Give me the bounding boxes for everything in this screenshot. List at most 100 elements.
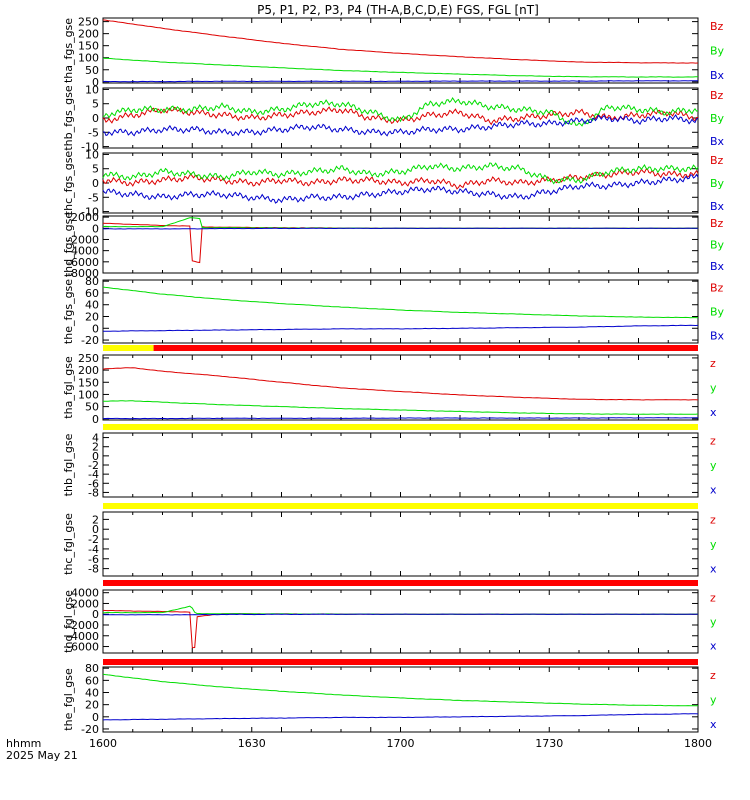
legend-Bz: Bz [710,154,724,167]
y-tick-label: 100 [78,388,99,401]
y-tick-label: 4 [92,432,99,445]
y-tick-label: 5 [92,98,99,111]
y-tick-label: 150 [78,376,99,389]
y-tick-label: 0 [92,222,99,235]
x-corner-label-date: 2025 May 21 [6,749,78,762]
series-line-By [102,57,698,78]
y-tick-label: -2000 [67,619,99,632]
y-tick-label: 0 [92,523,99,536]
legend-y: y [710,382,717,395]
legend-z: z [710,435,716,448]
legend-x: x [710,718,717,731]
series-line-y [102,400,699,415]
panel-thc-fgl-gse: 20-2-4-6-8 thc_fgl_gse zyx [62,511,717,577]
y-tick-label: 2000 [71,597,99,610]
y-tick-label: -6000 [67,641,99,654]
y-tick-label: 2 [92,441,99,454]
y-tick-label: -5 [88,191,99,204]
mode-bar-segment [103,503,698,509]
legend-Bx: Bx [710,135,725,148]
y-tick-label: 20 [85,699,99,712]
y-tick-label: 250 [78,352,99,365]
legend-Bz: Bz [710,20,724,33]
legend-Bz: Bz [710,282,724,295]
mode-bar-segment [153,345,698,351]
panel-thb-fgs-gse: 10 50-5 -10 thb_fgs_gse Bz By Bx [62,83,725,153]
y-tick-label: -4 [88,468,99,481]
y-tick-label: 40 [85,299,99,312]
series-line-Bx [102,227,698,230]
legend-y: y [710,538,717,551]
panel-thb-fgl-gse: 420-2-4-6-8 thb_fgl_gse zyx [62,432,717,500]
legend-y: y [710,694,717,707]
y-tick-label: 60 [85,674,99,687]
plot-frame [102,279,699,344]
series-line-y [102,605,699,615]
y-tick-label: 250 [78,16,99,29]
y-tick-label: 0 [92,112,99,125]
series-line-By [102,286,699,319]
mode-bar-segment [103,580,698,586]
legend-y: y [710,616,717,629]
mode-bar-segment [103,659,698,665]
series-line-Bx [103,324,699,332]
legend-By: By [710,239,725,252]
y-axis-label: the_fgs_gse [62,279,75,344]
y-tick-label: 200 [78,364,99,377]
y-tick-label: 20 [85,311,99,324]
legend-By: By [710,112,725,125]
legend-y: y [710,459,717,472]
y-tick-label: -8 [88,486,99,499]
series-line-Bz [102,19,699,64]
legend-Bx: Bx [710,69,725,82]
series-line-x [102,613,699,616]
legend-z: z [710,357,716,370]
y-axis-label: thc_fgs_gse [62,151,75,216]
legend-z: z [710,669,716,682]
y-axis-label: thb_fgl_gse [62,433,75,496]
series-line-By [102,162,699,185]
y-tick-label: -5 [88,126,99,139]
y-tick-label: 100 [78,52,99,65]
series-line-x [102,417,699,420]
y-axis-label: thb_fgs_gse [62,85,75,151]
y-tick-label: 0 [92,177,99,190]
y-tick-label: 0 [92,413,99,426]
y-tick-label: -2 [88,533,99,546]
y-tick-label: -4000 [67,630,99,643]
y-tick-label: 2 [92,513,99,526]
series-line-Bx [102,80,698,83]
y-tick-label: 0 [92,608,99,621]
y-tick-label: -2000 [67,233,99,246]
y-axis-label: tha_fgs_gse [62,18,75,83]
y-axis-label: thd_fgl_gse [62,590,75,653]
y-axis-label: thc_fgl_gse [62,513,75,575]
y-axis-label: thd_fgs_gse [62,212,75,278]
y-tick-label: 10 [85,148,99,161]
legend-By: By [710,45,725,58]
x-tick-label: 1800 [684,737,712,750]
x-tick-label: 1700 [387,737,415,750]
y-axis-label: tha_fgl_gse [62,356,75,419]
legend-x: x [710,562,717,575]
y-tick-label: -4000 [67,245,99,258]
y-tick-label: 200 [78,28,99,41]
y-tick-label: 0 [92,711,99,724]
legend-By: By [710,306,725,319]
mode-bar-segment [103,345,154,351]
y-tick-label: -8 [88,563,99,576]
plot-frame [102,666,699,733]
legend-Bx: Bx [710,200,725,213]
x-tick-label: 1730 [535,737,563,750]
y-tick-label: -10 [81,206,99,219]
y-tick-label: 0 [92,450,99,463]
y-tick-label: -6 [88,553,99,566]
series-line-By [102,97,699,127]
series-line-z [102,609,699,649]
legend-Bx: Bx [710,329,725,342]
legend-x: x [710,639,717,652]
